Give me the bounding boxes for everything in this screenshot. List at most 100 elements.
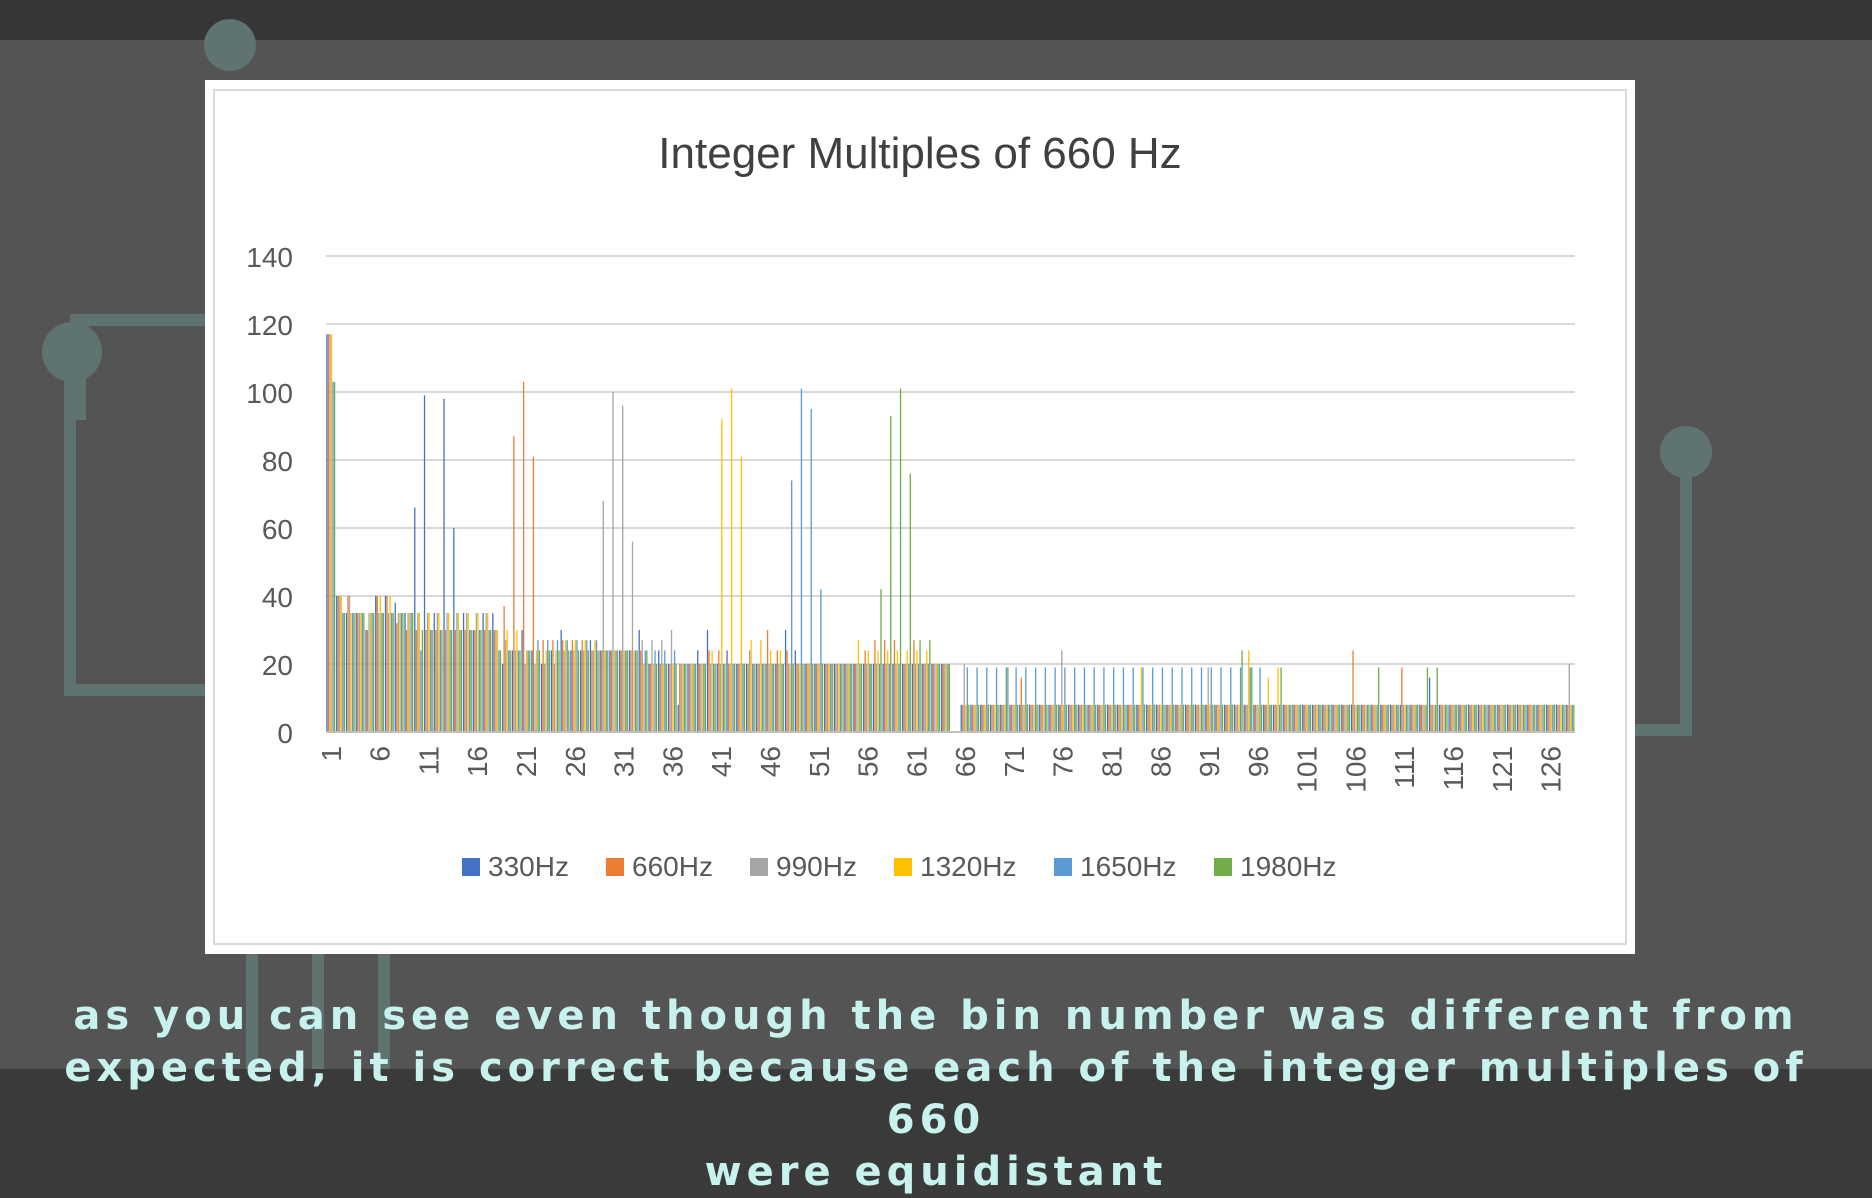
bar — [1192, 704, 1194, 732]
bar — [1064, 667, 1066, 732]
bar — [945, 664, 947, 732]
bar — [1054, 667, 1056, 732]
bar — [1440, 704, 1442, 732]
bar — [1097, 704, 1099, 732]
bar — [1555, 704, 1558, 732]
bar — [1202, 704, 1204, 732]
bar — [1378, 667, 1380, 732]
bar — [1519, 704, 1522, 732]
bar — [1002, 704, 1004, 732]
bar — [527, 650, 529, 732]
bar — [820, 589, 822, 732]
bar — [387, 613, 390, 732]
bar — [823, 664, 826, 732]
bar — [1306, 704, 1308, 732]
x-tick-label: 6 — [365, 746, 396, 762]
bar — [623, 650, 625, 732]
bar — [1058, 704, 1060, 732]
bar — [1550, 704, 1552, 732]
bar — [701, 664, 703, 732]
bar — [1298, 704, 1300, 732]
bar — [514, 650, 517, 732]
bar — [839, 664, 842, 732]
bar — [433, 613, 435, 732]
x-tick-label: 56 — [853, 746, 884, 777]
bar — [420, 650, 422, 732]
bar — [577, 650, 580, 732]
bar — [1338, 704, 1341, 732]
x-tick-label: 106 — [1340, 746, 1371, 793]
bar — [337, 596, 339, 732]
bar — [597, 650, 599, 732]
bar — [1189, 704, 1191, 732]
bar — [417, 613, 419, 732]
bar — [1392, 704, 1395, 732]
bar — [521, 630, 523, 732]
bar — [1567, 704, 1569, 732]
bar — [659, 664, 661, 732]
bar — [1449, 704, 1452, 732]
bar — [787, 664, 790, 732]
bar — [465, 613, 468, 732]
bar — [1467, 704, 1470, 732]
bar — [864, 650, 866, 732]
bar — [460, 630, 463, 732]
bar — [994, 704, 996, 732]
bar — [817, 664, 819, 732]
bar — [612, 392, 614, 732]
bar — [722, 664, 725, 732]
bar — [649, 664, 652, 732]
bar — [888, 664, 890, 732]
bar — [1348, 704, 1351, 732]
bar — [381, 613, 383, 732]
bar — [890, 415, 892, 732]
bar — [369, 613, 372, 732]
caption-line-1: as you can see even though the bin numbe… — [73, 993, 1799, 1039]
bar — [796, 664, 798, 732]
bar — [766, 630, 769, 732]
bar — [1350, 704, 1353, 732]
bar — [1495, 704, 1497, 732]
bar — [1299, 704, 1302, 732]
bar — [1139, 704, 1141, 732]
bar — [1451, 704, 1453, 732]
bar — [809, 664, 811, 732]
bar — [719, 664, 721, 732]
bar — [1013, 704, 1016, 732]
bar — [517, 650, 520, 732]
bar — [1302, 704, 1304, 732]
bar — [974, 704, 977, 732]
bar — [921, 664, 923, 732]
bar — [558, 650, 560, 732]
bar — [779, 650, 782, 732]
bar — [718, 650, 720, 732]
bar — [439, 630, 442, 732]
bar — [1143, 704, 1146, 732]
bar — [342, 613, 344, 732]
bar — [447, 613, 450, 732]
bar — [841, 664, 843, 732]
bar — [1547, 704, 1549, 732]
bar — [1007, 667, 1009, 732]
bar — [1090, 704, 1092, 732]
bar — [418, 613, 420, 732]
bar — [745, 664, 748, 732]
bar — [550, 650, 553, 732]
bar — [1087, 704, 1089, 732]
bar — [333, 381, 336, 732]
bar — [672, 664, 674, 732]
bar — [1145, 704, 1148, 732]
bar — [607, 650, 609, 732]
bar — [965, 704, 967, 732]
bar — [1335, 704, 1338, 732]
bar — [1246, 704, 1248, 732]
bar — [368, 613, 370, 732]
bar — [538, 650, 541, 732]
bar — [1324, 704, 1326, 732]
bar — [884, 640, 886, 732]
bar — [1419, 704, 1421, 732]
bar — [1129, 704, 1131, 732]
bar — [1079, 704, 1081, 732]
bar — [457, 613, 460, 732]
bar — [776, 650, 778, 732]
